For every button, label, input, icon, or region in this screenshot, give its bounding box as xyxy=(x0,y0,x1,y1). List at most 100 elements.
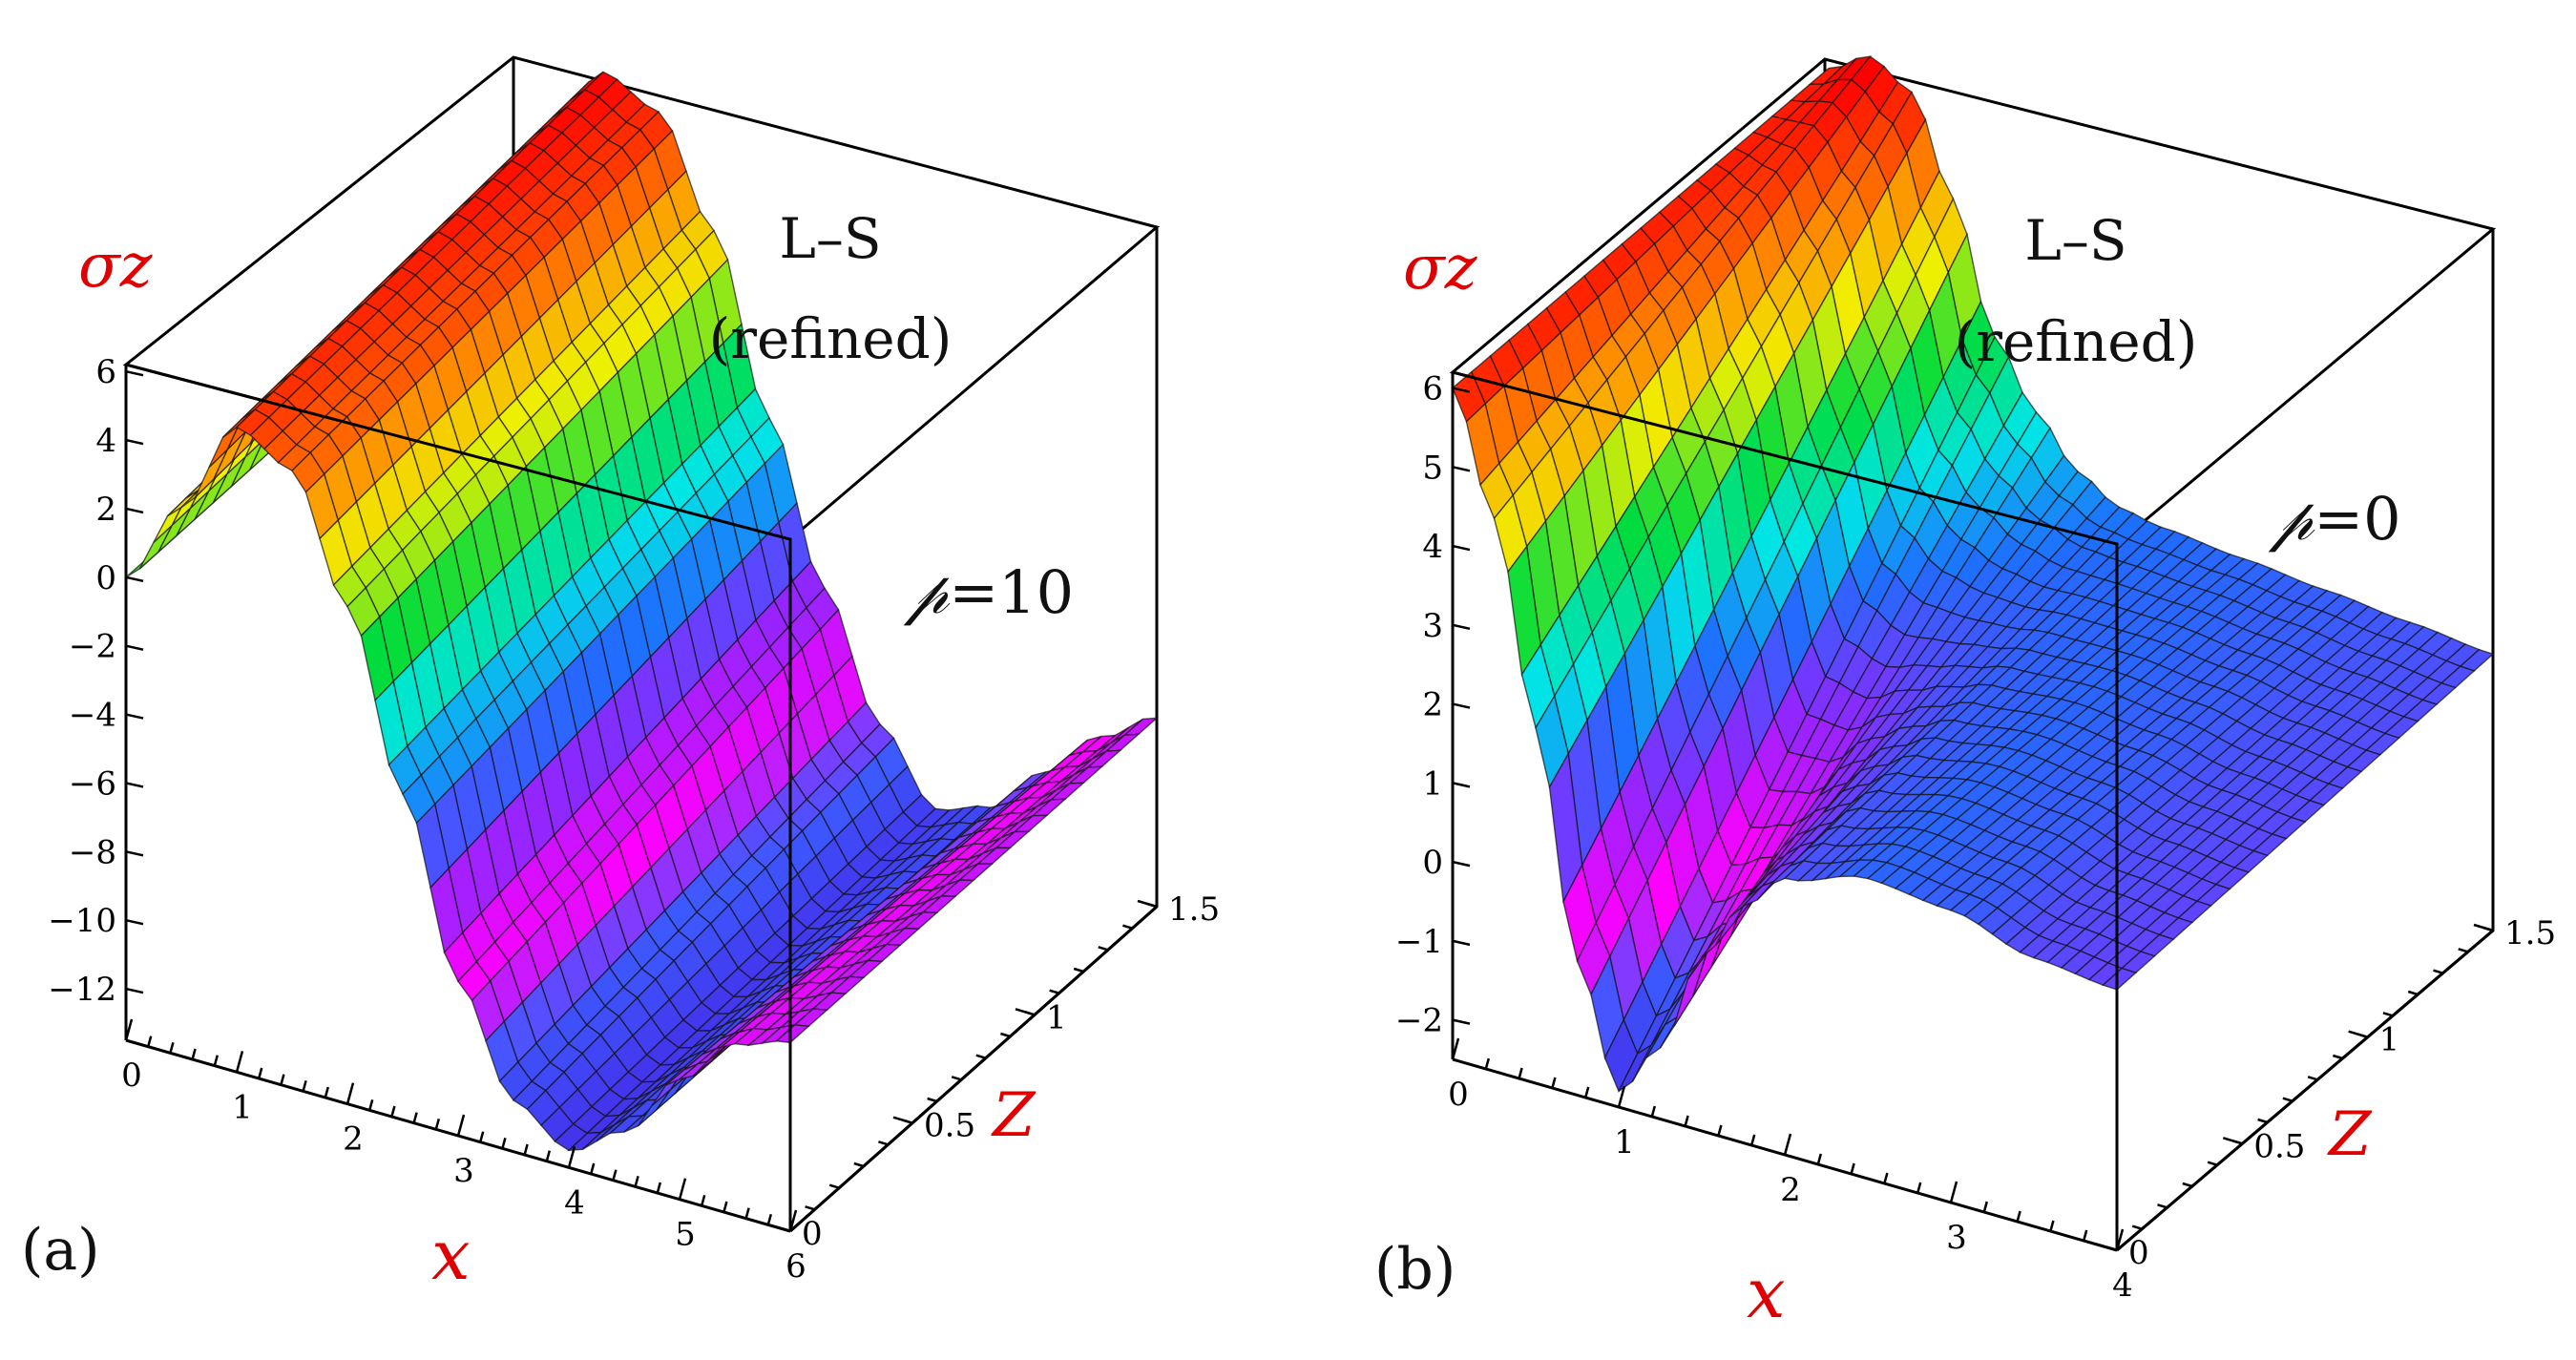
surface-cell xyxy=(138,524,173,570)
z-axis-label-b: σz xyxy=(1403,233,1478,303)
y-axis-line-b xyxy=(2116,929,2494,1252)
x-tick-mark xyxy=(1617,1085,1626,1108)
z-tick-label: −4 xyxy=(69,697,116,735)
y-minor-tick xyxy=(853,1161,865,1168)
annotation-line-2-a: (refined) xyxy=(709,306,953,371)
y-minor-tick xyxy=(902,1119,913,1124)
x-tick-label: 4 xyxy=(564,1183,585,1222)
x-tick-label: 1 xyxy=(1614,1123,1635,1161)
x-minor-tick xyxy=(146,1036,153,1047)
x-minor-tick xyxy=(1484,1057,1491,1070)
x-minor-tick xyxy=(257,1067,263,1079)
z-tick-label: 3 xyxy=(1422,607,1443,645)
z-tick-mark xyxy=(125,438,144,446)
x-minor-tick xyxy=(280,1074,285,1085)
x-tick-label: 0 xyxy=(1448,1076,1469,1114)
z-tick-mark xyxy=(1452,544,1471,552)
x-minor-tick xyxy=(723,1201,728,1213)
z-axis-label-a: σz xyxy=(78,231,154,302)
z-tick-mark xyxy=(125,575,144,583)
z-tick-label: 6 xyxy=(95,353,116,391)
y-tick-label: 1 xyxy=(1046,998,1067,1036)
x-minor-tick xyxy=(700,1195,706,1206)
panel-label-a: (a) xyxy=(21,1217,100,1284)
z-tick-mark xyxy=(125,644,144,651)
x-tick-mark xyxy=(1949,1181,1958,1203)
annotation-line-2-b: (refined) xyxy=(1955,309,2198,374)
x-minor-tick xyxy=(612,1169,618,1181)
x-tick-mark xyxy=(235,1051,244,1073)
x-minor-tick xyxy=(302,1080,307,1092)
x-tick-mark xyxy=(346,1082,355,1104)
z-tick-label: 4 xyxy=(1422,528,1443,566)
x-minor-tick xyxy=(1816,1153,1823,1165)
y-minor-tick xyxy=(2433,969,2443,974)
y-minor-tick xyxy=(2333,1054,2343,1060)
x-tick-label: 6 xyxy=(785,1247,806,1286)
surface-mesh-a xyxy=(125,71,1160,1152)
z-tick-label: 5 xyxy=(1422,449,1443,487)
y-minor-tick xyxy=(2182,1182,2193,1188)
x-minor-tick xyxy=(523,1143,529,1156)
y-minor-tick xyxy=(2307,1076,2318,1081)
y-minor-tick xyxy=(2458,948,2469,953)
y-tick-label: 0.5 xyxy=(924,1107,975,1145)
y-minor-tick xyxy=(1122,924,1133,930)
y-minor-tick xyxy=(828,1183,840,1189)
z-tick-mark xyxy=(125,987,144,994)
x-minor-tick xyxy=(2016,1210,2021,1223)
z-tick-label: 0 xyxy=(95,559,116,597)
x-tick-label: 0 xyxy=(121,1057,142,1095)
z-tick-label: −2 xyxy=(1395,1002,1443,1040)
x-minor-tick xyxy=(1650,1105,1657,1118)
x-minor-tick xyxy=(412,1112,418,1123)
z-tick-label: 4 xyxy=(95,422,116,460)
x-tick-mark xyxy=(788,1209,798,1232)
y-minor-tick xyxy=(2482,926,2494,932)
z-tick-mark xyxy=(1452,782,1471,788)
y-minor-tick xyxy=(1000,1032,1011,1038)
z-tick-label: −12 xyxy=(48,971,116,1009)
y-minor-tick xyxy=(1049,989,1059,994)
y-minor-tick xyxy=(878,1140,889,1146)
x-minor-tick xyxy=(744,1207,750,1219)
x-minor-tick xyxy=(2082,1229,2088,1242)
x-minor-tick xyxy=(589,1162,596,1175)
parameter-label-a: 𝓅=10 xyxy=(903,557,1074,627)
x-minor-tick xyxy=(1850,1162,1855,1175)
x-minor-tick xyxy=(501,1138,507,1149)
parameter-symbol-a: 𝓅 xyxy=(903,557,951,627)
x-axis-label-b: x xyxy=(1747,1253,1786,1333)
z-tick-label: −1 xyxy=(1395,923,1443,961)
y-minor-tick xyxy=(1146,902,1158,909)
z-tick-mark xyxy=(1452,1018,1471,1025)
y-minor-tick xyxy=(2231,1140,2243,1145)
y-minor-tick xyxy=(2382,1012,2394,1017)
x-minor-tick xyxy=(169,1042,175,1054)
y-tick-label: 0 xyxy=(2128,1234,2149,1272)
y-minor-tick xyxy=(2407,990,2419,996)
x-minor-tick xyxy=(545,1150,552,1161)
surface-cell xyxy=(774,1024,810,1044)
x-minor-tick xyxy=(1982,1201,1989,1213)
x-tick-mark xyxy=(2115,1228,2125,1251)
y-axis-label-b: Z xyxy=(2327,1099,2373,1170)
y-axis-label-a: Z xyxy=(991,1080,1037,1151)
z-tick-label: −10 xyxy=(48,902,116,940)
parameter-label-b: 𝓅=0 xyxy=(2268,484,2401,554)
z-tick-label: −8 xyxy=(69,833,116,871)
x-minor-tick xyxy=(656,1182,662,1194)
z-tick-mark xyxy=(1452,466,1471,472)
x-minor-tick xyxy=(390,1105,396,1118)
x-minor-tick xyxy=(1749,1134,1756,1146)
y-tick-label: 1.5 xyxy=(1168,890,1220,929)
x-tick-mark xyxy=(678,1178,687,1200)
z-tick-mark xyxy=(125,782,144,788)
z-tick-label: −6 xyxy=(69,764,116,803)
annotation-line-1-a: L–S xyxy=(779,206,881,271)
